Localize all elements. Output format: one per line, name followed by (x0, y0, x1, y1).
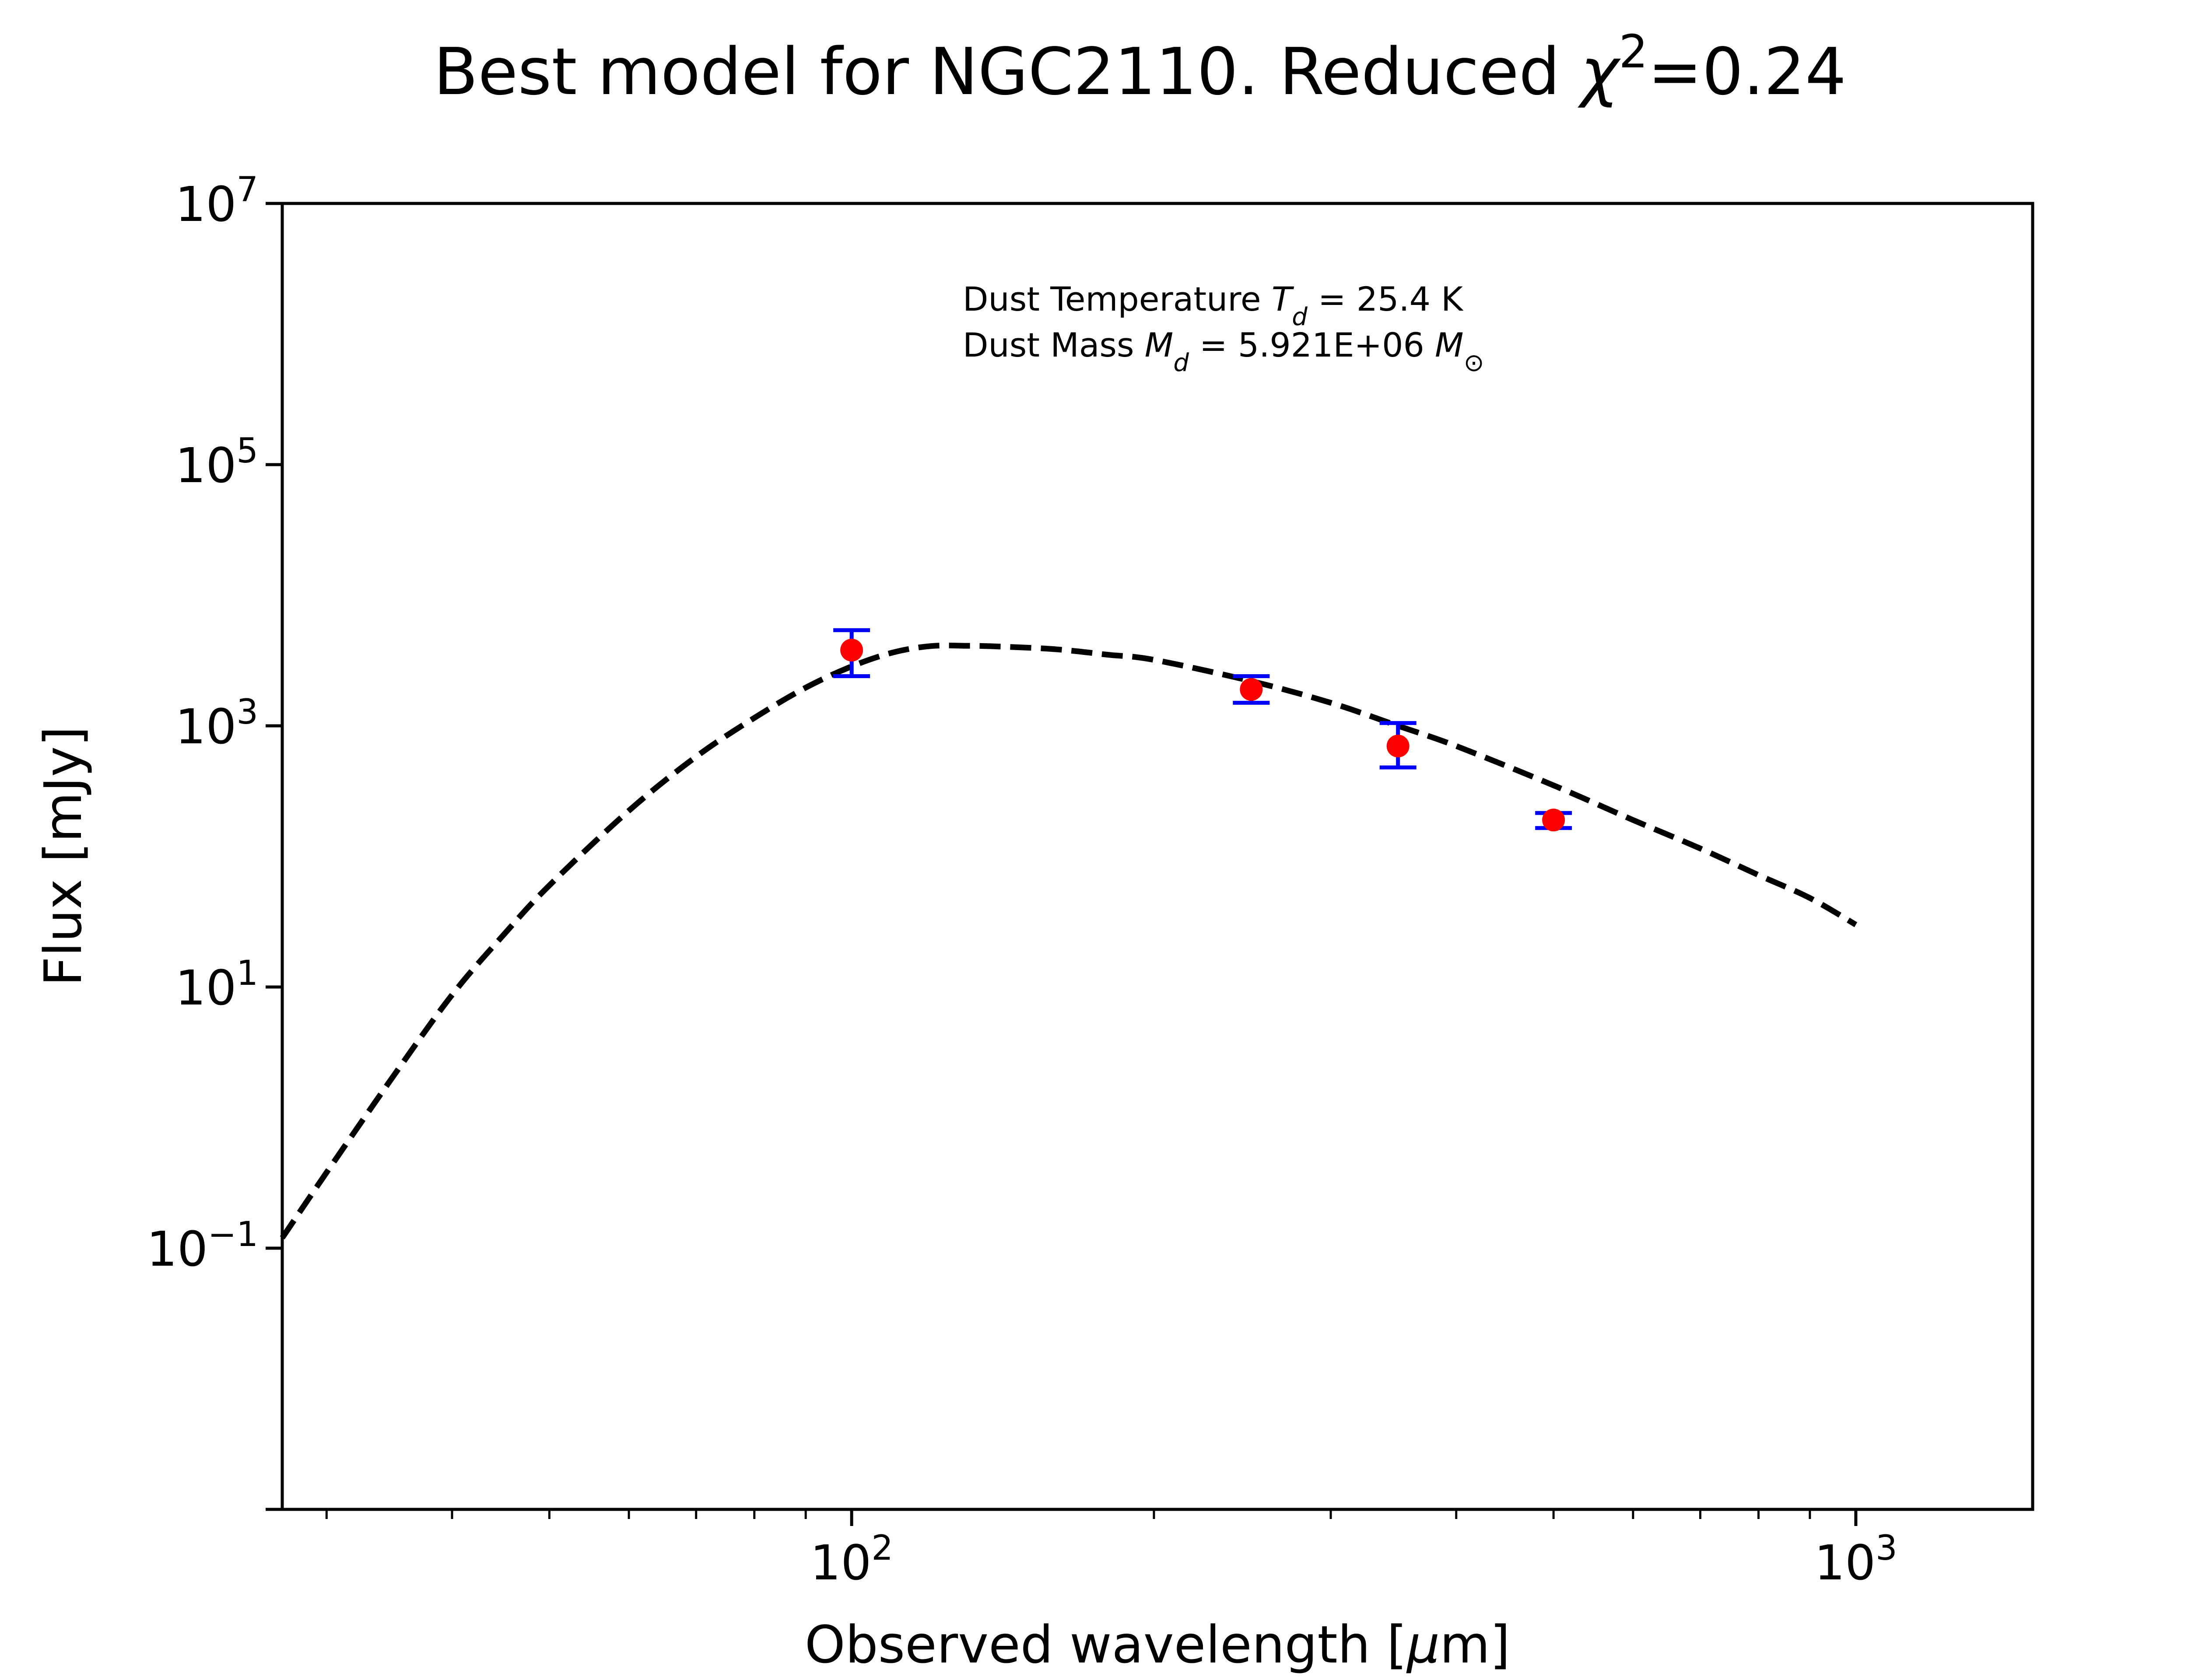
y-tick-label: 101 (175, 954, 258, 1016)
title-chi-symbol: χ (1578, 34, 1621, 109)
x-tick-label: 102 (810, 1529, 893, 1591)
y-tick-label: 105 (175, 431, 258, 494)
x-tick-label: 103 (1814, 1529, 1897, 1591)
chart-title: Best model for NGC2110. Reduced χ2=0.24 (434, 25, 1846, 109)
data-point (1240, 678, 1263, 701)
data-point (840, 638, 863, 662)
observation-point (1535, 808, 1572, 832)
dust-mass-annotation: Dust Mass Md = 5.921E+06 M⊙ (963, 326, 1484, 377)
data-point (1542, 808, 1565, 832)
y-tick-label: 107 (175, 170, 258, 232)
title-suffix: =0.24 (1648, 34, 1847, 109)
plot-frame (281, 202, 2034, 1511)
dust-temperature-annotation: Dust Temperature Td = 25.4 K (963, 280, 1464, 331)
x-axis-label: Observed wavelength [μm] (805, 1614, 1510, 1675)
data-point (1386, 735, 1410, 758)
title-prefix: Best model for NGC2110. Reduced (434, 34, 1581, 109)
y-tick-label: 10−1 (147, 1215, 258, 1277)
model-curve-layer (280, 642, 1858, 1240)
ticks-layer: 102 103 10−1 101 103 105 107 (147, 170, 1897, 1591)
observation-point (1233, 674, 1270, 705)
observation-point (833, 628, 870, 679)
title-superscript: 2 (1619, 25, 1648, 78)
model-curve-line (280, 642, 1858, 1240)
observation-point (1379, 721, 1417, 770)
y-axis-label: Flux [mJy] (33, 726, 93, 986)
observations-layer (833, 628, 1572, 832)
y-tick-label: 103 (175, 693, 258, 755)
